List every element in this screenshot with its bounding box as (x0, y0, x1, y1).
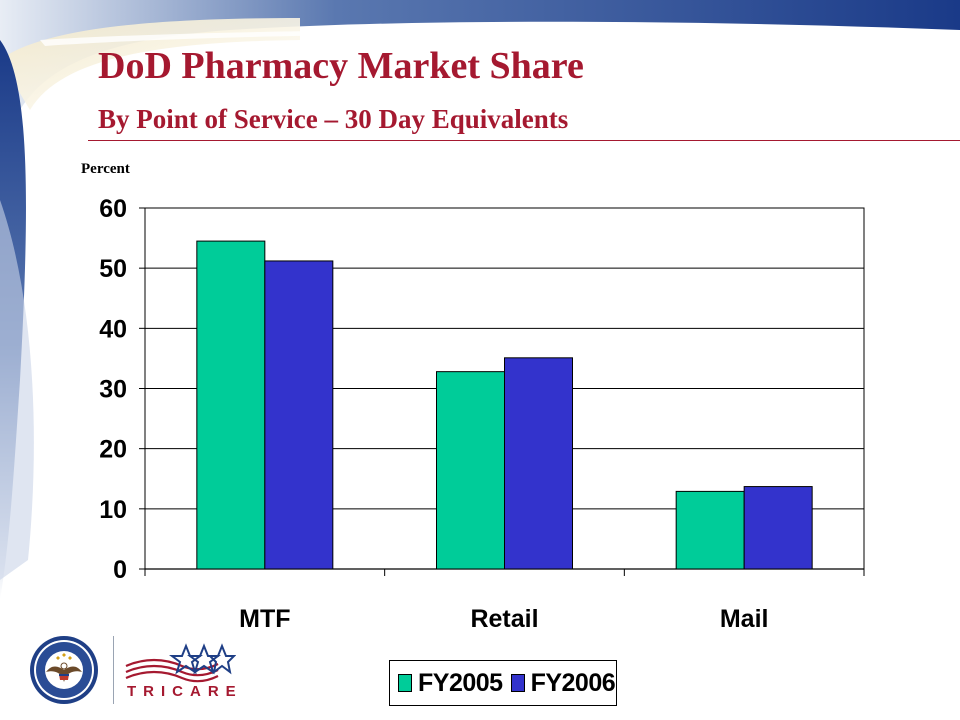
y-tick-label: 60 (99, 195, 127, 223)
x-category-label: Retail (470, 605, 538, 633)
legend-label-fy2005: FY2005 (418, 668, 503, 697)
x-category-label: Mail (720, 605, 769, 633)
legend-label-fy2006: FY2006 (530, 668, 616, 697)
slide-title: DoD Pharmacy Market Share (98, 45, 584, 87)
bar-fy2006-mtf (264, 260, 334, 570)
bar-chart: 0 10 20 30 40 50 60 MTF Retail Mail (99, 195, 865, 633)
bar-fy2006-retail (504, 357, 573, 570)
bar-fy2006-mail (743, 486, 813, 570)
bar-fy2005-retail (436, 371, 505, 570)
bar-fy2005-mail (675, 490, 745, 570)
tricare-wordmark: TRICARE (127, 683, 243, 700)
logo-divider (113, 636, 114, 704)
title-divider (88, 140, 960, 141)
y-tick-label: 0 (113, 556, 127, 584)
x-category-label: MTF (239, 605, 290, 633)
legend-swatch-fy2005 (398, 674, 412, 692)
slide-subtitle: By Point of Service – 30 Day Equivalents (98, 104, 569, 134)
y-tick-label: 40 (99, 315, 127, 343)
bar-fy2005-mtf (196, 240, 266, 570)
legend-item-fy2005: FY2005 (398, 669, 503, 698)
y-axis-label: Percent (81, 161, 130, 177)
y-tick-label: 20 (99, 436, 127, 464)
tricare-logo-icon (125, 643, 236, 683)
dod-seal-icon (30, 636, 98, 704)
y-tick-label: 30 (99, 376, 127, 404)
chart-legend: FY2005 FY2006 (389, 660, 617, 706)
legend-item-fy2006: FY2006 (510, 668, 616, 698)
y-tick-label: 50 (99, 255, 127, 283)
legend-swatch-fy2006 (510, 674, 525, 692)
y-tick-label: 10 (99, 496, 127, 524)
